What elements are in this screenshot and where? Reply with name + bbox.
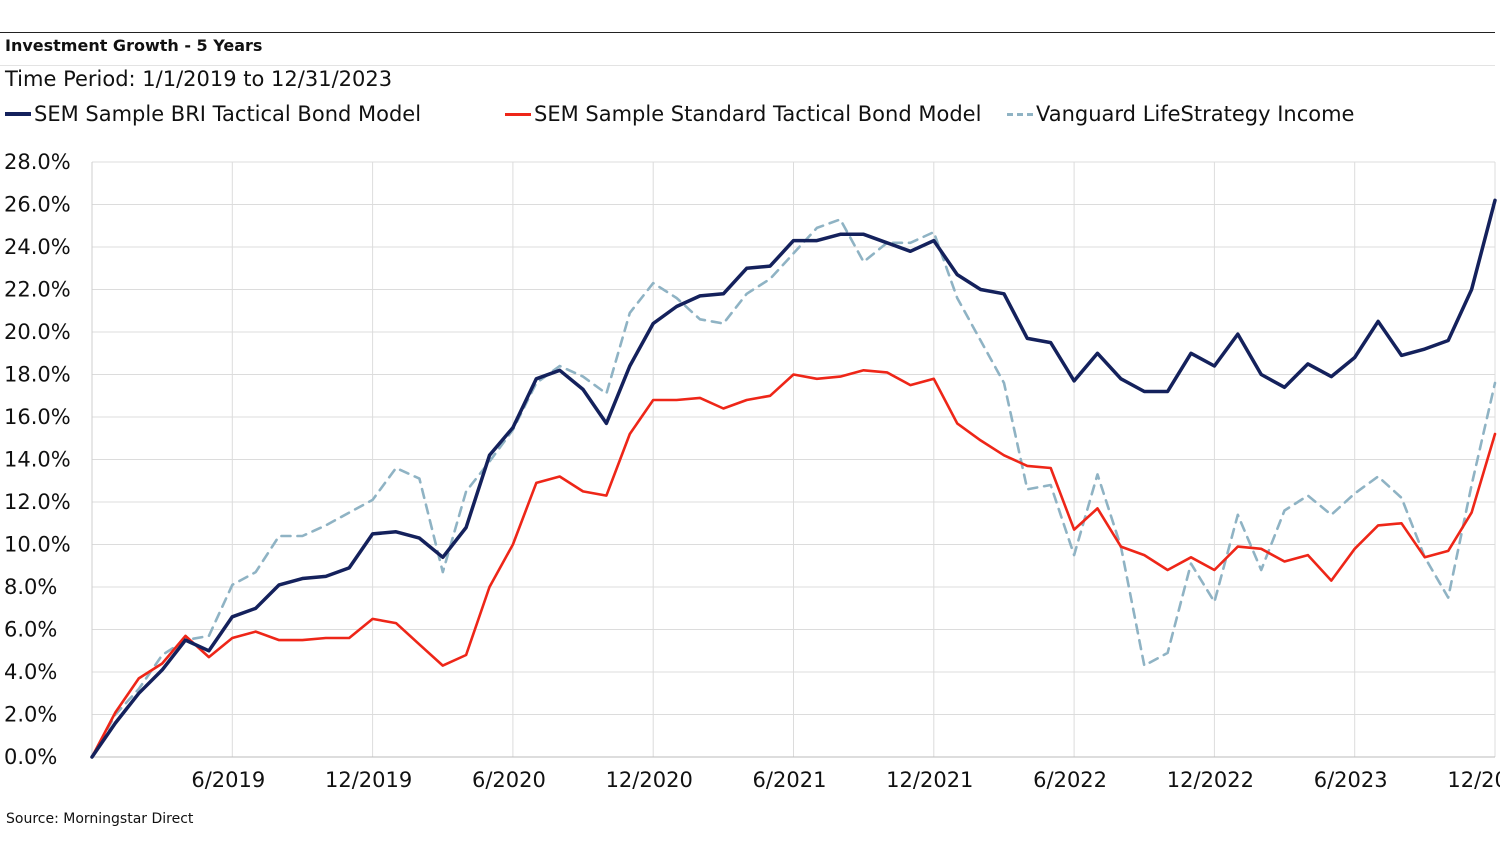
y-tick-label: 6.0%	[4, 618, 57, 642]
x-tick-label: 6/2022	[1033, 768, 1107, 792]
x-tick-label: 12/2020	[606, 768, 693, 792]
y-tick-label: 26.0%	[4, 193, 71, 217]
series-line-standard	[90, 369, 1497, 759]
x-tick-label: 12/2021	[886, 768, 973, 792]
legend-item-bri: SEM Sample BRI Tactical Bond Model	[5, 102, 421, 126]
y-tick-label: 20.0%	[4, 320, 71, 344]
x-tick-label: 12/2023	[1447, 768, 1500, 792]
header-top-rule	[0, 32, 1495, 33]
y-tick-label: 12.0%	[4, 490, 71, 514]
x-axis-ticks: 6/2019 12/2019 6/2020 12/2020 6/2021 12/2021 6…	[191, 768, 1500, 792]
series-line-vanguard	[90, 218, 1497, 759]
y-axis-ticks: 0.0% 2.0% 4.0% 6.0% 8.0% 10.0% 12.0% 14.0% 16.0%…	[4, 150, 71, 769]
x-tick-label: 6/2021	[753, 768, 827, 792]
x-tick-label: 6/2023	[1314, 768, 1388, 792]
x-tick-label: 6/2019	[191, 768, 265, 792]
source-note: Source: Morningstar Direct	[6, 811, 194, 827]
y-tick-label: 0.0%	[4, 745, 57, 769]
time-period-label: Time Period: 1/1/2019 to 12/31/2023	[5, 67, 393, 91]
legend-swatch-bri	[5, 112, 31, 116]
y-tick-label: 14.0%	[4, 448, 71, 472]
y-tick-label: 8.0%	[4, 575, 57, 599]
x-tick-label: 12/2022	[1167, 768, 1254, 792]
legend-swatch-vanguard	[1007, 112, 1033, 116]
legend-item-standard: SEM Sample Standard Tactical Bond Model	[505, 102, 981, 126]
legend-label-standard: SEM Sample Standard Tactical Bond Model	[534, 102, 982, 126]
grid	[91, 161, 1496, 758]
series-lines	[90, 198, 1497, 759]
y-tick-label: 4.0%	[4, 660, 57, 684]
legend-item-vanguard: Vanguard LifeStrategy Income	[1007, 102, 1354, 126]
y-tick-label: 24.0%	[4, 235, 71, 259]
x-tick-label: 12/2019	[325, 768, 412, 792]
y-tick-label: 16.0%	[4, 405, 71, 429]
y-tick-label: 10.0%	[4, 533, 71, 557]
legend-label-bri: SEM Sample BRI Tactical Bond Model	[34, 102, 422, 126]
legend-label-vanguard: Vanguard LifeStrategy Income	[1036, 102, 1355, 126]
y-tick-label: 28.0%	[4, 150, 71, 174]
y-tick-label: 2.0%	[4, 703, 57, 727]
line-chart: 0.0% 2.0% 4.0% 6.0% 8.0% 10.0% 12.0% 14.0% 16.0%…	[4, 150, 1500, 792]
legend-swatch-standard	[505, 112, 531, 116]
y-tick-label: 18.0%	[4, 363, 71, 387]
header-divider	[0, 65, 1495, 66]
series-line-bri	[90, 198, 1497, 759]
x-tick-label: 6/2020	[472, 768, 546, 792]
chart-title: Investment Growth - 5 Years	[5, 36, 263, 55]
y-tick-label: 22.0%	[4, 278, 71, 302]
